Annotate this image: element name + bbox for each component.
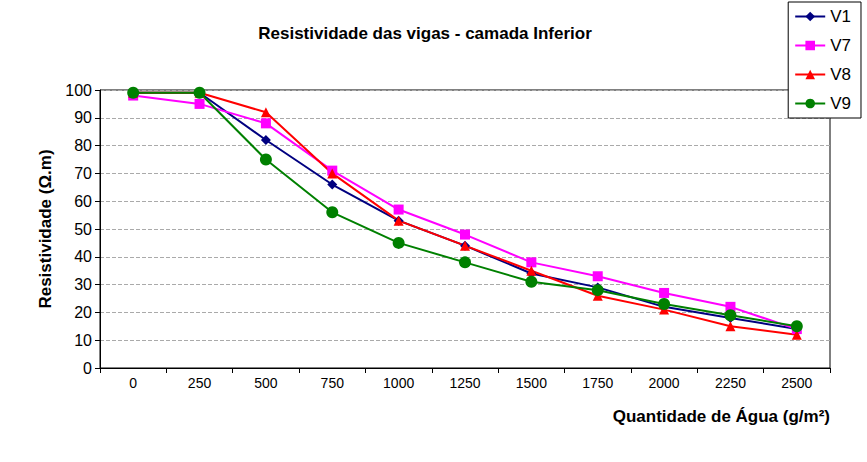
- svg-text:10: 10: [74, 332, 92, 349]
- svg-text:750: 750: [321, 375, 345, 391]
- svg-text:Resistividade (Ω.m): Resistividade (Ω.m): [36, 149, 55, 308]
- svg-text:1000: 1000: [383, 375, 414, 391]
- svg-text:Resistividade das vigas - cama: Resistividade das vigas - camada Inferio…: [258, 24, 592, 43]
- svg-text:2500: 2500: [781, 375, 812, 391]
- svg-text:90: 90: [74, 109, 92, 126]
- svg-text:V9: V9: [830, 94, 851, 113]
- svg-text:250: 250: [188, 375, 212, 391]
- svg-text:500: 500: [254, 375, 278, 391]
- svg-text:50: 50: [74, 221, 92, 238]
- svg-text:V7: V7: [830, 36, 851, 55]
- svg-text:1500: 1500: [516, 375, 547, 391]
- svg-text:V1: V1: [830, 7, 851, 26]
- svg-text:0: 0: [83, 360, 92, 377]
- svg-text:40: 40: [74, 248, 92, 265]
- svg-text:V8: V8: [830, 65, 851, 84]
- svg-text:80: 80: [74, 137, 92, 154]
- svg-text:1750: 1750: [582, 375, 613, 391]
- svg-text:60: 60: [74, 193, 92, 210]
- svg-text:70: 70: [74, 165, 92, 182]
- svg-text:2000: 2000: [649, 375, 680, 391]
- svg-text:100: 100: [65, 82, 92, 99]
- svg-text:20: 20: [74, 304, 92, 321]
- svg-text:1250: 1250: [449, 375, 480, 391]
- svg-text:30: 30: [74, 276, 92, 293]
- svg-text:Quantidade de Água (g/m²): Quantidade de Água (g/m²): [613, 407, 830, 426]
- svg-text:0: 0: [129, 375, 137, 391]
- svg-text:2250: 2250: [715, 375, 746, 391]
